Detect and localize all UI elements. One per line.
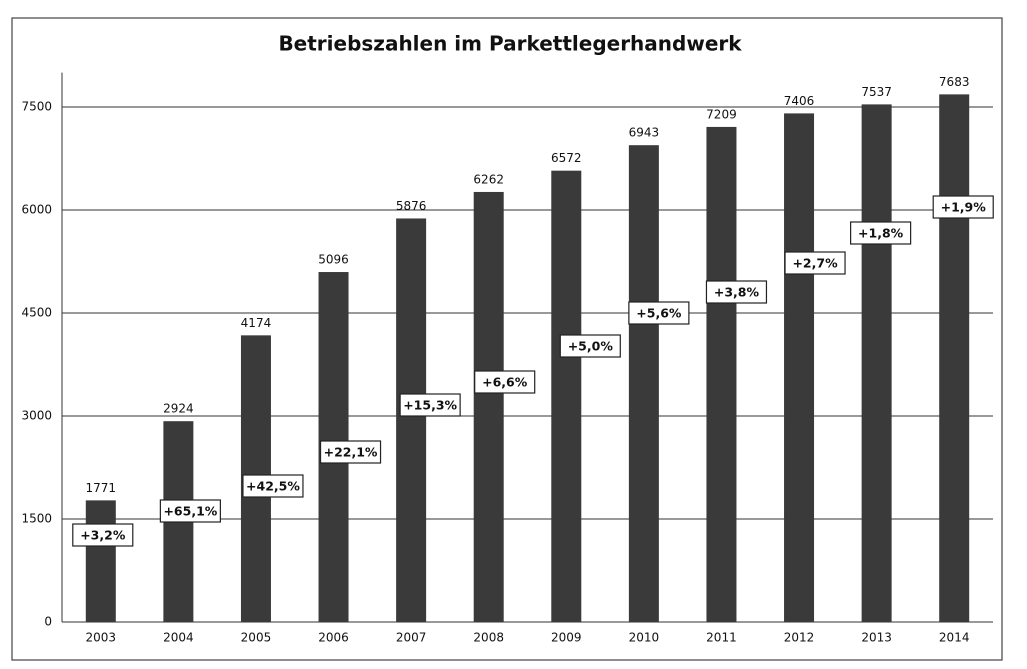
annotation: +65,1% (163, 504, 217, 519)
y-tick-label: 0 (44, 615, 52, 629)
annotation-box (242, 474, 304, 498)
value-label: 6572 (551, 151, 582, 165)
annotation-box (628, 301, 690, 325)
annotation: +1,9% (941, 200, 987, 215)
x-tick-label: 2013 (861, 631, 892, 645)
annotation: +15,3% (403, 398, 457, 413)
annotation-box (399, 393, 461, 417)
annotation: +3,8% (714, 285, 760, 300)
annotation: +22,1% (324, 445, 378, 460)
annotation: +1,8% (858, 226, 904, 241)
bar (784, 113, 815, 623)
value-label: 7683 (939, 75, 970, 89)
bar (706, 126, 737, 622)
y-tick-label: 1500 (21, 511, 52, 525)
x-tick-label: 2007 (396, 631, 427, 645)
x-tick-label: 2009 (551, 631, 582, 645)
value-label: 4174 (241, 316, 272, 330)
value-label: 7537 (861, 85, 892, 99)
value-label: 5876 (396, 199, 427, 213)
annotation: +42,5% (246, 479, 300, 494)
bar (551, 170, 582, 622)
x-tick-label: 2011 (706, 631, 737, 645)
annotation-box (474, 370, 536, 394)
x-tick-label: 2008 (473, 631, 504, 645)
y-tick-label: 4500 (21, 305, 52, 319)
annotation: +2,7% (792, 256, 838, 271)
bar (861, 104, 892, 622)
x-tick-label: 2006 (318, 631, 349, 645)
chart-title: Betriebszahlen im Parkettlegerhandwerk (278, 32, 742, 56)
chart-frame (11, 17, 1003, 661)
bar (628, 145, 659, 623)
annotation-box (559, 334, 621, 358)
value-label: 7209 (706, 107, 737, 121)
annotation: +6,6% (482, 375, 528, 390)
annotation-box (784, 251, 846, 275)
annotation-box (932, 195, 994, 219)
annotation-box (705, 280, 768, 304)
annotation: +5,0% (568, 339, 614, 354)
y-tick-label: 6000 (21, 202, 52, 216)
bar (939, 94, 970, 622)
annotation-box (319, 440, 382, 464)
annotation-box (159, 499, 221, 523)
annotation: +5,6% (636, 306, 682, 321)
annotation: +3,2% (80, 528, 126, 543)
value-label: 2924 (163, 402, 194, 416)
y-tick-label: 3000 (21, 408, 52, 422)
value-label: 6943 (629, 126, 660, 140)
x-tick-label: 2012 (784, 631, 815, 645)
bar (473, 191, 504, 622)
value-label: 5096 (318, 253, 349, 267)
annotation-box (850, 221, 912, 245)
y-tick-label: 7500 (21, 99, 52, 113)
x-tick-label: 2004 (163, 631, 194, 645)
value-label: 1771 (86, 481, 117, 495)
x-tick-label: 2005 (241, 631, 272, 645)
value-label: 6262 (473, 172, 504, 186)
x-tick-label: 2010 (629, 631, 660, 645)
value-label: 7406 (784, 94, 815, 108)
bar (85, 500, 116, 622)
x-tick-label: 2003 (86, 631, 117, 645)
bar (396, 218, 427, 622)
x-tick-label: 2014 (939, 631, 970, 645)
annotation-box (72, 523, 134, 547)
